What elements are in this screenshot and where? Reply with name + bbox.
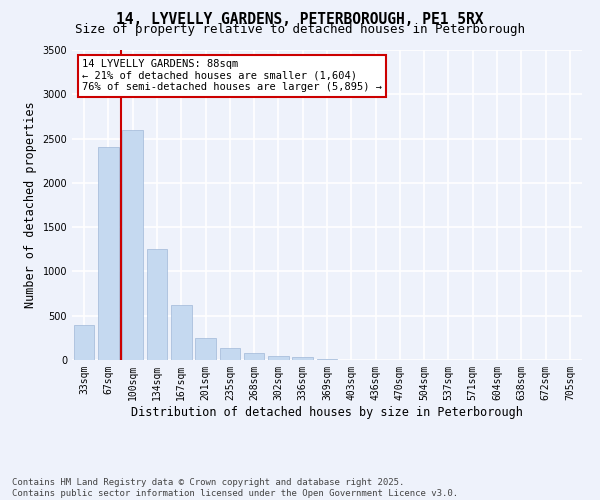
Bar xyxy=(317,359,337,360)
Bar xyxy=(146,250,167,360)
Bar xyxy=(244,353,265,360)
Bar xyxy=(292,358,313,360)
Bar xyxy=(171,305,191,360)
Bar xyxy=(268,356,289,360)
X-axis label: Distribution of detached houses by size in Peterborough: Distribution of detached houses by size … xyxy=(131,406,523,418)
Bar xyxy=(98,148,119,360)
Bar xyxy=(74,324,94,360)
Text: Contains HM Land Registry data © Crown copyright and database right 2025.
Contai: Contains HM Land Registry data © Crown c… xyxy=(12,478,458,498)
Text: 14 LYVELLY GARDENS: 88sqm
← 21% of detached houses are smaller (1,604)
76% of se: 14 LYVELLY GARDENS: 88sqm ← 21% of detac… xyxy=(82,60,382,92)
Bar xyxy=(195,338,216,360)
Bar xyxy=(220,348,240,360)
Text: 14, LYVELLY GARDENS, PETERBOROUGH, PE1 5RX: 14, LYVELLY GARDENS, PETERBOROUGH, PE1 5… xyxy=(116,12,484,28)
Bar xyxy=(122,130,143,360)
Y-axis label: Number of detached properties: Number of detached properties xyxy=(24,102,37,308)
Text: Size of property relative to detached houses in Peterborough: Size of property relative to detached ho… xyxy=(75,22,525,36)
